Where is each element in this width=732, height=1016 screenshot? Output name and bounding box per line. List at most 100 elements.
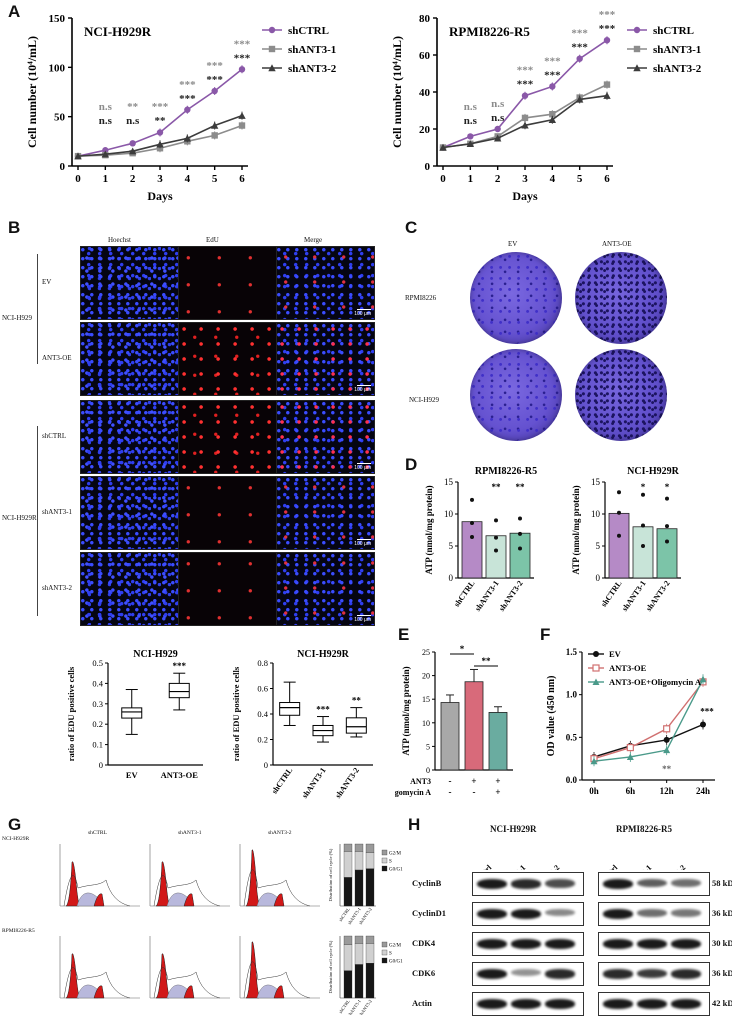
legend-entry: G0/G1 [389, 960, 403, 965]
y-tick-label: 5 [426, 742, 430, 751]
data-point [699, 675, 707, 683]
x-tick-label: shCTRL [599, 579, 623, 609]
kda-label: 36 kDa [712, 968, 732, 978]
legend-marker [633, 45, 641, 53]
stacked-bar-segment [354, 935, 364, 944]
stacked-bar-segment [365, 843, 375, 853]
bar [464, 681, 484, 771]
data-point [575, 95, 584, 103]
lane-label: shCtrl [598, 863, 620, 870]
y-tick-label: 80 [419, 13, 431, 25]
y-tick-label: 0.8 [257, 658, 268, 668]
bar [656, 528, 678, 579]
row-label-nci-h929: NCI-H929 [409, 396, 439, 404]
row-label: NCI-H929R [2, 836, 30, 842]
significance-label: ** [482, 656, 492, 666]
y-tick-label: 0.1 [92, 740, 103, 750]
blot-band [671, 879, 701, 887]
condition-value: - [449, 776, 452, 786]
panel-label-h: H [408, 815, 421, 834]
significance-black: n.s [126, 115, 140, 127]
colony-dish-nci-h929-ant3-oe [575, 349, 667, 441]
row-label: EV [42, 278, 52, 286]
y-tick-label: 0.5 [92, 658, 103, 668]
legend-marker [592, 678, 600, 685]
blot-band [477, 909, 507, 919]
condition-label: ANT3 [410, 777, 431, 786]
significance-black: n.s [99, 115, 113, 127]
x-tick-label: 6h [626, 786, 636, 796]
x-tick-label: shANT3-2 [644, 579, 672, 613]
significance-black: *** [544, 69, 561, 81]
histograms: Distribution of cell cycle (%) G2/M S G0/G1… [59, 843, 403, 1015]
chart-b-box-nci-h929r: NCI-H929R 0 0.2 0.4 0.6 0.8 ratio of EDU posit… [231, 649, 373, 800]
y-tick-label: 10 [444, 509, 454, 519]
column-label-merge: Merge [304, 236, 323, 244]
data-point [641, 544, 645, 548]
blot-band [671, 909, 701, 917]
x-tick-label: 1 [103, 173, 109, 185]
blot-strip [598, 962, 710, 986]
data-point [74, 152, 82, 160]
data-point [128, 147, 137, 155]
blot-band [511, 879, 541, 889]
kda-label: 42 kDa [712, 998, 732, 1008]
stacked-bar-segment [343, 944, 353, 971]
data-point [470, 535, 474, 540]
significance-label: ** [492, 482, 502, 492]
stacked-bar-segment [354, 869, 364, 907]
condition-value: - [449, 787, 452, 797]
stacked-bar-segment [365, 943, 375, 964]
legend-marker [592, 664, 600, 672]
bar [608, 512, 630, 579]
x-tick-label: 1 [468, 173, 474, 185]
bar [509, 532, 531, 579]
blot-band [545, 969, 575, 979]
data-point [466, 140, 475, 147]
legend-entry: shANT3-1 [653, 44, 701, 56]
data-point [493, 134, 502, 142]
column-label-edu: EdU [206, 236, 219, 244]
significance-label: *** [173, 661, 187, 671]
y-tick-label: 0.3 [92, 699, 103, 709]
blot-strip [472, 872, 584, 896]
blot-band [603, 969, 633, 979]
y-tick-label: 0 [596, 573, 601, 583]
y-axis-label: ratio of EDU positive cells [66, 666, 76, 761]
stacked-bar-segment [343, 970, 353, 999]
chart-title: RPMI8226-R5 [475, 466, 537, 477]
legend-entry: ANT3-OE [609, 663, 647, 673]
significance-label: * [665, 482, 670, 492]
y-tick-label: 0.6 [257, 684, 268, 694]
panel-c-colony: EV ANT3-OE RPMI8226 NCI-H929 [405, 236, 730, 446]
y-tick-label: 150 [49, 13, 66, 25]
g2m-peak [183, 893, 195, 907]
stacked-bar-axis-label: Distribution of cell cycle (%) [328, 940, 333, 993]
y-axis-label: OD value (450 nm) [546, 676, 557, 757]
data-point [663, 725, 671, 733]
micrograph-hoechst [80, 476, 179, 550]
blot-band [637, 939, 667, 949]
significance-label: *** [700, 707, 714, 717]
data-point [665, 496, 669, 501]
column-label: shANT3-1 [178, 830, 202, 836]
data-point [494, 518, 498, 523]
significance-black: ** [155, 115, 167, 127]
blot-strip [598, 992, 710, 1016]
legend-marker [268, 45, 276, 53]
legend-entry: shANT3-2 [653, 63, 702, 75]
group-label-nci-h929r: NCI-H929R [2, 514, 37, 522]
data-point [518, 546, 522, 551]
condition-value: + [495, 776, 500, 786]
panel-b-microscopy: Hoechst EdU Merge EV 100 μm ANT3-OE 100 μm shCT… [0, 236, 375, 632]
y-axis-label: Cell number (10⁴/mL) [25, 36, 39, 148]
y-tick-label: 5 [449, 541, 454, 551]
legend-entry: S [389, 860, 392, 865]
significance-label: *** [316, 705, 330, 715]
y-tick-label: 10 [591, 509, 601, 519]
legend-entry: EV [609, 649, 622, 659]
significance-label: ** [662, 764, 672, 774]
column-label: shANT3-2 [268, 830, 292, 836]
row-label: shANT3-1 [42, 508, 72, 516]
micrograph-merge: 100 μm [276, 476, 375, 550]
